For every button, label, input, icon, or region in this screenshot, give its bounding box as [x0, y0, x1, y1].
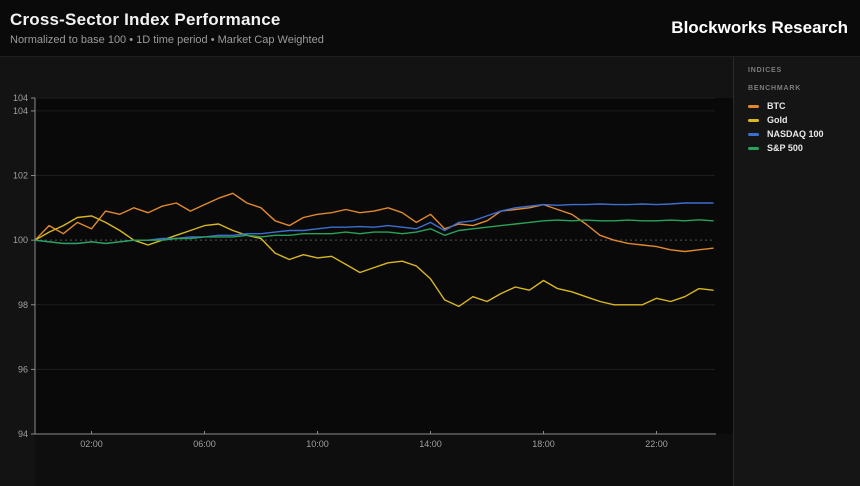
chart-region: 94 96 98 100 102 104 104 02:00 06:00 10:00 14:00 18…: [0, 57, 733, 486]
legend-items: BTC Gold NASDAQ 100 S&P 500: [748, 99, 860, 155]
legend-item-btc[interactable]: BTC: [748, 99, 860, 113]
header-titles: Cross-Sector Index Performance Normalize…: [10, 10, 324, 46]
legend-item-label: NASDAQ 100: [767, 129, 824, 139]
y-axis-label: 98: [18, 300, 28, 310]
legend-item-s-p-500[interactable]: S&P 500: [748, 141, 860, 155]
series-line-s-p-500: [34, 219, 714, 245]
axis-margin-background: [35, 434, 733, 486]
x-axis-label: 02:00: [80, 439, 103, 449]
performance-chart: 94 96 98 100 102 104 104 02:00 06:00 10:00 14:00 18…: [13, 93, 733, 486]
x-axis-label: 18:00: [532, 439, 555, 449]
y-axis-top-label: 104: [13, 93, 28, 103]
legend-swatch-icon: [748, 118, 759, 122]
plot-background: [35, 98, 733, 434]
x-axis-label: 14:00: [419, 439, 442, 449]
legend-item-label: BTC: [767, 101, 786, 111]
legend-item-label: S&P 500: [767, 143, 803, 153]
legend-item-gold[interactable]: Gold: [748, 113, 860, 127]
y-axis-label: 100: [13, 235, 28, 245]
series-line-gold: [34, 215, 714, 308]
legend-swatch-icon: [748, 132, 759, 136]
main-content: 94 96 98 100 102 104 104 02:00 06:00 10:00 14:00 18…: [0, 57, 860, 486]
x-axis-label: 22:00: [645, 439, 668, 449]
sidebar-section-label: INDICES: [748, 67, 782, 74]
y-axis-label: 96: [18, 364, 28, 374]
page-title: Cross-Sector Index Performance: [10, 10, 281, 29]
x-axis-label: 06:00: [193, 439, 216, 449]
legend-swatch-icon: [748, 104, 759, 108]
y-axis-label: 102: [13, 171, 28, 181]
legend-item-label: Gold: [767, 115, 788, 125]
page-subtitle: Normalized to base 100 • 1D time period …: [10, 34, 324, 46]
legend-swatch-icon: [748, 146, 759, 150]
legend-sidebar: INDICES BENCHMARK BTC Gold NASDAQ 100 S&P 5…: [733, 57, 860, 486]
page-header: Cross-Sector Index Performance Normalize…: [0, 0, 860, 57]
series-line-btc: [34, 192, 714, 253]
legend-item-nasdaq-100[interactable]: NASDAQ 100: [748, 127, 860, 141]
y-axis-label: 104: [13, 106, 28, 116]
y-axis-label: 94: [18, 429, 28, 439]
brand-logo: Blockworks Research: [671, 18, 848, 37]
legend-group-label: BENCHMARK: [748, 85, 802, 92]
x-axis-label: 10:00: [306, 439, 329, 449]
